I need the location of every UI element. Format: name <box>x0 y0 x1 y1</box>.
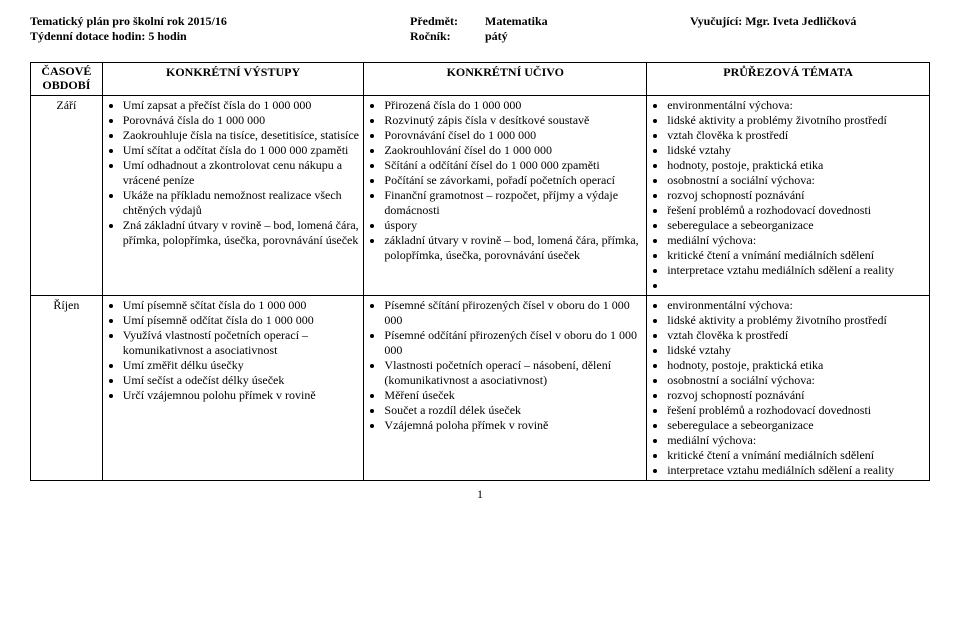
list-item: hodnoty, postoje, praktická etika <box>667 358 925 373</box>
col-cross: PRŮŘEZOVÁ TÉMATA <box>647 63 930 96</box>
list-item: úspory <box>384 218 642 233</box>
list-item: Měření úseček <box>384 388 642 403</box>
list-item: Zaokrouhluje čísla na tisíce, desetitisí… <box>123 128 360 143</box>
list-item: Umí změřit délku úsečky <box>123 358 360 373</box>
list-item: Umí písemně sčítat čísla do 1 000 000 <box>123 298 360 313</box>
curriculum-table: ČASOVÉ OBDOBÍ KONKRÉTNÍ VÝSTUPY KONKRÉTN… <box>30 62 930 481</box>
outputs-cell: Umí zapsat a přečíst čísla do 1 000 000P… <box>102 95 364 295</box>
list-item: vztah člověka k prostředí <box>667 328 925 343</box>
content-cell: Písemné sčítání přirozených čísel v obor… <box>364 295 647 480</box>
cross-cell: environmentální výchova:lidské aktivity … <box>647 95 930 295</box>
table-body: ZáříUmí zapsat a přečíst čísla do 1 000 … <box>31 95 930 480</box>
list-item: rozvoj schopností poznávání <box>667 188 925 203</box>
list-item: Využívá vlastností početních operací – k… <box>123 328 360 358</box>
list-item: seberegulace a sebeorganizace <box>667 218 925 233</box>
list-item: Rozvinutý zápis čísla v desítkové sousta… <box>384 113 642 128</box>
list-item: Písemné sčítání přirozených čísel v obor… <box>384 298 642 328</box>
list-item: Finanční gramotnost – rozpočet, příjmy a… <box>384 188 642 218</box>
period-head-1: ČASOVÉ <box>41 64 91 78</box>
list-item: lidské vztahy <box>667 143 925 158</box>
table-row: ZáříUmí zapsat a přečíst čísla do 1 000 … <box>31 95 930 295</box>
table-header-row: ČASOVÉ OBDOBÍ KONKRÉTNÍ VÝSTUPY KONKRÉTN… <box>31 63 930 96</box>
list-item: mediální výchova: <box>667 233 925 248</box>
list-item: environmentální výchova: <box>667 98 925 113</box>
list-item: osobnostní a sociální výchova: <box>667 173 925 188</box>
list-item: interpretace vztahu mediálních sdělení a… <box>667 263 925 278</box>
document-header: Tematický plán pro školní rok 2015/16 Tý… <box>30 14 930 44</box>
list-item: Ukáže na příkladu nemožnost realizace vš… <box>123 188 360 218</box>
period-cell: Říjen <box>31 295 103 480</box>
list-item: Umí písemně odčítat čísla do 1 000 000 <box>123 313 360 328</box>
teacher-label: Vyučující: Mgr. Iveta Jedličková <box>690 14 930 29</box>
list-item: mediální výchova: <box>667 433 925 448</box>
list-item: seberegulace a sebeorganizace <box>667 418 925 433</box>
list-item: kritické čtení a vnímání mediálních sděl… <box>667 448 925 463</box>
list-item: Určí vzájemnou polohu přímek v rovině <box>123 388 360 403</box>
list-item: řešení problémů a rozhodovací dovednosti <box>667 403 925 418</box>
outputs-cell: Umí písemně sčítat čísla do 1 000 000Umí… <box>102 295 364 480</box>
period-head-2: OBDOBÍ <box>42 78 90 92</box>
list-item: lidské aktivity a problémy životního pro… <box>667 113 925 128</box>
col-content: KONKRÉTNÍ UČIVO <box>364 63 647 96</box>
table-row: ŘíjenUmí písemně sčítat čísla do 1 000 0… <box>31 295 930 480</box>
grade-label: Ročník: <box>410 29 485 44</box>
list-item: Počítání se závorkami, pořadí početních … <box>384 173 642 188</box>
list-item: Písemné odčítání přirozených čísel v obo… <box>384 328 642 358</box>
list-item: interpretace vztahu mediálních sdělení a… <box>667 463 925 478</box>
outputs-list: Umí zapsat a přečíst čísla do 1 000 000P… <box>107 98 360 248</box>
list-item: základní útvary v rovině – bod, lomená č… <box>384 233 642 263</box>
list-item: hodnoty, postoje, praktická etika <box>667 158 925 173</box>
list-item: Umí sečíst a odečíst délky úseček <box>123 373 360 388</box>
week-dotation: Týdenní dotace hodin: 5 hodin <box>30 29 350 44</box>
outputs-list: Umí písemně sčítat čísla do 1 000 000Umí… <box>107 298 360 403</box>
cross-list: environmentální výchova:lidské aktivity … <box>651 298 925 478</box>
list-item: vztah člověka k prostředí <box>667 128 925 143</box>
list-item: Zná základní útvary v rovině – bod, lome… <box>123 218 360 248</box>
list-item <box>667 278 925 293</box>
cross-list: environmentální výchova:lidské aktivity … <box>651 98 925 293</box>
plan-title: Tematický plán pro školní rok 2015/16 <box>30 14 350 29</box>
list-item: Vlastnosti početních operací – násobení,… <box>384 358 642 388</box>
list-item: Umí zapsat a přečíst čísla do 1 000 000 <box>123 98 360 113</box>
list-item: Sčítání a odčítání čísel do 1 000 000 zp… <box>384 158 642 173</box>
header-left: Tematický plán pro školní rok 2015/16 Tý… <box>30 14 350 44</box>
list-item: Porovnává čísla do 1 000 000 <box>123 113 360 128</box>
subject-value: Matematika <box>485 14 548 29</box>
list-item: Umí odhadnout a zkontrolovat cenu nákupu… <box>123 158 360 188</box>
list-item: rozvoj schopností poznávání <box>667 388 925 403</box>
page-number: 1 <box>30 487 930 502</box>
header-mid: Předmět: Matematika Ročník: pátý <box>410 14 630 44</box>
col-period: ČASOVÉ OBDOBÍ <box>31 63 103 96</box>
list-item: Součet a rozdíl délek úseček <box>384 403 642 418</box>
header-right: Vyučující: Mgr. Iveta Jedličková <box>690 14 930 44</box>
list-item: Zaokrouhlování čísel do 1 000 000 <box>384 143 642 158</box>
list-item: lidské aktivity a problémy životního pro… <box>667 313 925 328</box>
list-item: Porovnávání čísel do 1 000 000 <box>384 128 642 143</box>
content-cell: Přirozená čísla do 1 000 000Rozvinutý zá… <box>364 95 647 295</box>
list-item: kritické čtení a vnímání mediálních sděl… <box>667 248 925 263</box>
grade-value: pátý <box>485 29 508 44</box>
content-list: Písemné sčítání přirozených čísel v obor… <box>368 298 642 433</box>
list-item: osobnostní a sociální výchova: <box>667 373 925 388</box>
list-item: Přirozená čísla do 1 000 000 <box>384 98 642 113</box>
list-item: lidské vztahy <box>667 343 925 358</box>
list-item: environmentální výchova: <box>667 298 925 313</box>
col-outputs: KONKRÉTNÍ VÝSTUPY <box>102 63 364 96</box>
period-cell: Září <box>31 95 103 295</box>
list-item: Umí sčítat a odčítat čísla do 1 000 000 … <box>123 143 360 158</box>
cross-cell: environmentální výchova:lidské aktivity … <box>647 295 930 480</box>
list-item: Vzájemná poloha přímek v rovině <box>384 418 642 433</box>
subject-label: Předmět: <box>410 14 485 29</box>
content-list: Přirozená čísla do 1 000 000Rozvinutý zá… <box>368 98 642 263</box>
list-item: řešení problémů a rozhodovací dovednosti <box>667 203 925 218</box>
